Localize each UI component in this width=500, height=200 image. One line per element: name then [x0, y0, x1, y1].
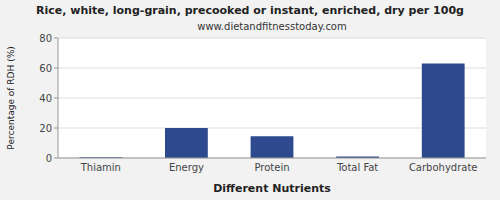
chart-container: Rice, white, long-grain, precooked or in… — [0, 0, 500, 200]
x-axis-line — [58, 158, 486, 159]
subtitle: www.dietandfitnesstoday.com — [197, 21, 346, 32]
bar — [251, 136, 294, 158]
bars — [79, 64, 464, 159]
y-tick-label: 40 — [39, 93, 52, 104]
y-axis-label: Percentage of RDH (%) — [6, 46, 16, 149]
plot-background — [58, 38, 486, 158]
y-tick — [54, 68, 58, 69]
y-tick — [54, 38, 58, 39]
y-axis-line — [58, 38, 59, 158]
x-axis: Thiamin Energy Protein Total Fat Carbohydrat… — [80, 162, 478, 173]
y-tick — [54, 128, 58, 129]
x-axis-label: Different Nutrients — [213, 182, 331, 195]
x-tick-label: Carbohydrate — [409, 162, 478, 173]
y-tick-label: 60 — [39, 63, 52, 74]
bar — [422, 64, 465, 159]
x-tick-label: Protein — [254, 162, 289, 173]
grid-line — [58, 38, 486, 39]
x-tick-label: Energy — [169, 162, 204, 173]
title: Rice, white, long-grain, precooked or in… — [36, 4, 464, 17]
y-tick-label: 20 — [39, 123, 52, 134]
background — [0, 0, 500, 200]
y-tick — [54, 98, 58, 99]
grid-line — [58, 158, 486, 159]
y-tick — [54, 158, 58, 159]
bar — [165, 128, 208, 158]
x-tick-label: Total Fat — [336, 162, 378, 173]
y-tick-label: 80 — [39, 33, 52, 44]
x-tick-label: Thiamin — [80, 162, 121, 173]
y-axis: 0 20 40 60 80 — [39, 33, 486, 164]
y-tick-label: 0 — [46, 153, 52, 164]
chart-svg: Rice, white, long-grain, precooked or in… — [0, 0, 500, 200]
